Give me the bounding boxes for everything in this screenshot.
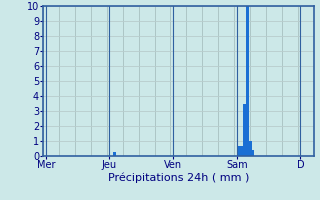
Bar <box>238 146 241 156</box>
X-axis label: Précipitations 24h ( mm ): Précipitations 24h ( mm ) <box>108 173 249 183</box>
Bar <box>246 6 249 156</box>
Bar <box>240 146 244 156</box>
Bar <box>248 141 252 156</box>
Bar <box>251 150 254 156</box>
Bar <box>113 152 116 156</box>
Bar <box>243 104 246 156</box>
